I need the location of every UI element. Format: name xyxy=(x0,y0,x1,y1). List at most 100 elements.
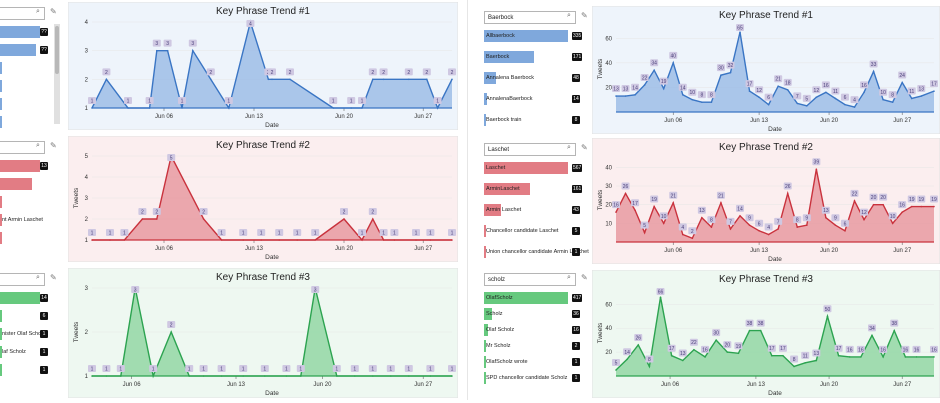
list-item[interactable]: Laschet 567 xyxy=(484,162,583,174)
data-label: 21 xyxy=(775,77,781,83)
y-tick-label: 1 xyxy=(85,238,89,244)
scrollbar[interactable] xyxy=(54,24,60,124)
data-point xyxy=(91,107,93,109)
data-point xyxy=(670,354,673,357)
data-label: 1 xyxy=(415,231,418,237)
list-item[interactable]: nister Olaf Scholz 1 xyxy=(0,328,48,340)
list-item[interactable]: OlafScholz 417 xyxy=(484,292,583,304)
list-item[interactable]: Baerbock train 8 xyxy=(484,114,580,126)
phrase-search-input[interactable] xyxy=(0,7,45,20)
data-label: 20 xyxy=(725,343,731,349)
list-item[interactable]: Scholz 36 xyxy=(484,308,580,320)
data-label: 38 xyxy=(891,321,897,327)
y-axis-label: Tweets xyxy=(597,189,604,210)
pen-icon[interactable]: ✎ xyxy=(50,7,57,16)
list-item[interactable] xyxy=(0,98,40,110)
list-item[interactable]: ArminLaschet 161 xyxy=(484,183,583,195)
list-item[interactable] xyxy=(0,232,40,244)
search-icon[interactable]: ⌕ xyxy=(36,142,40,149)
pen-icon[interactable]: ✎ xyxy=(581,11,588,20)
data-point xyxy=(393,239,396,241)
data-point xyxy=(451,78,453,81)
data-label: 65 xyxy=(737,26,743,32)
list-item[interactable]: 13 xyxy=(0,160,48,172)
list-item[interactable] xyxy=(0,116,40,128)
phrase-label: nt Armin Laschet xyxy=(2,217,43,223)
list-item[interactable]: Chancellor candidate Laschet 5 xyxy=(484,225,580,237)
pen-icon[interactable]: ✎ xyxy=(581,273,588,282)
data-label: 11 xyxy=(833,89,838,95)
data-label: 22 xyxy=(852,191,858,197)
list-item[interactable]: Baerbock 171 xyxy=(484,51,583,63)
pen-icon[interactable]: ✎ xyxy=(50,273,57,282)
pen-icon[interactable]: ✎ xyxy=(50,141,57,150)
search-icon[interactable]: ⌕ xyxy=(567,274,571,281)
list-item[interactable]: 14 xyxy=(0,292,48,304)
search-icon[interactable]: ⌕ xyxy=(36,8,40,15)
data-point xyxy=(793,365,795,368)
list-item[interactable]: AnnalenaBaerbock 14 xyxy=(484,93,580,105)
list-item[interactable]: ?? xyxy=(0,44,48,56)
data-point xyxy=(350,107,353,109)
phrase-search-input[interactable] xyxy=(0,141,45,154)
phrase-search-input[interactable]: Laschet xyxy=(484,143,576,156)
search-icon[interactable]: ⌕ xyxy=(567,144,571,151)
data-point xyxy=(672,202,675,204)
data-label-bg xyxy=(669,51,678,59)
list-item[interactable]: laf Scholz 1 xyxy=(0,346,48,358)
data-label: 1 xyxy=(263,367,266,373)
list-item[interactable]: ?? xyxy=(0,26,48,38)
phrase-search-input[interactable]: scholz xyxy=(484,273,576,286)
data-label: 2 xyxy=(271,70,274,76)
data-label: 1 xyxy=(361,99,364,105)
phrase-bar xyxy=(0,62,2,74)
list-item[interactable] xyxy=(0,80,40,92)
data-label-bg xyxy=(199,208,208,215)
chart-title: Key Phrase Trend #1 xyxy=(216,6,310,17)
data-label: 9 xyxy=(805,216,808,222)
y-tick-label: 3 xyxy=(85,196,89,202)
pen-icon[interactable]: ✎ xyxy=(581,143,588,152)
list-item[interactable]: Union chancellor candidate Armin Laschet… xyxy=(484,246,589,258)
list-item[interactable]: 1 xyxy=(0,364,48,376)
data-label: 8 xyxy=(793,357,796,363)
list-item[interactable]: OlafScholz wrote 1 xyxy=(484,356,580,368)
data-label: 7 xyxy=(777,219,780,225)
list-item[interactable] xyxy=(0,178,40,190)
list-item[interactable]: SPD chancellor candidate Scholz 1 xyxy=(484,372,580,384)
data-label-bg xyxy=(88,229,96,236)
phrase-bar xyxy=(0,178,32,190)
data-label-bg xyxy=(697,206,706,214)
list-item[interactable]: Armin Laschet 43 xyxy=(484,204,580,216)
list-item[interactable]: nt Armin Laschet xyxy=(0,214,43,226)
data-label: 1 xyxy=(242,231,245,237)
list-item[interactable]: Allbaerbock 335 xyxy=(484,30,583,42)
data-point xyxy=(91,239,93,241)
search-icon[interactable]: ⌕ xyxy=(567,12,571,19)
list-item[interactable]: Mr Scholz 2 xyxy=(484,340,580,352)
phrase-bar xyxy=(484,93,488,105)
data-point xyxy=(777,228,779,230)
phrase-list-panel: ⌕ ✎???? xyxy=(0,4,64,130)
data-label-bg xyxy=(850,96,859,104)
list-item[interactable]: 6 xyxy=(0,310,48,322)
data-label: 16 xyxy=(847,347,853,353)
phrase-search-input[interactable]: Baerbock xyxy=(484,11,576,24)
x-axis-label: Date xyxy=(265,254,279,261)
x-tick-label: Jun 13 xyxy=(245,114,264,120)
data-label: 1 xyxy=(371,367,374,373)
list-item[interactable]: Annalena Baerbock 48 xyxy=(484,72,580,84)
search-icon[interactable]: ⌕ xyxy=(36,274,40,281)
trend-chart-svg: Key Phrase Trend #3 Tweets Date 20 40 60 Jun 0… xyxy=(591,269,940,399)
phrase-search-input[interactable] xyxy=(0,273,45,286)
data-point xyxy=(166,49,169,52)
data-label: 1 xyxy=(429,231,432,237)
list-item[interactable] xyxy=(0,196,40,208)
data-point xyxy=(109,239,111,241)
list-item[interactable] xyxy=(0,62,40,74)
list-item[interactable]: Olaf Scholz 16 xyxy=(484,324,580,336)
x-tick-label: Jun 27 xyxy=(414,114,433,120)
chart-background xyxy=(67,135,459,263)
data-label: 2 xyxy=(425,70,428,76)
scrollbar-thumb[interactable] xyxy=(55,26,59,74)
